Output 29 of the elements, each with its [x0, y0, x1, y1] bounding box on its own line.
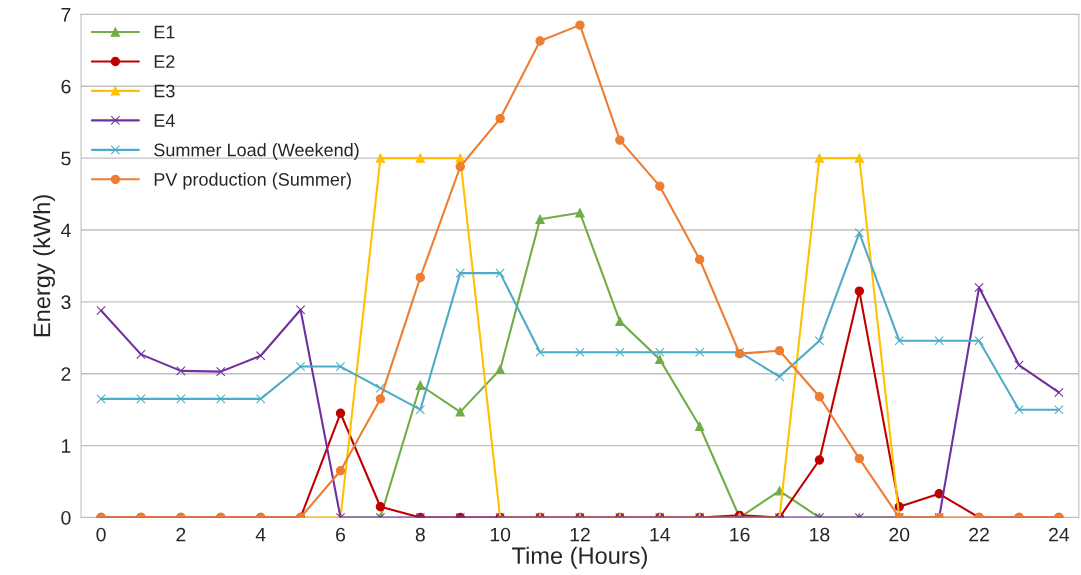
y-tick-label: 3: [61, 295, 71, 310]
x-tick-label: 6: [336, 527, 346, 542]
x-tick-label: 18: [810, 527, 830, 542]
y-tick-label: 5: [61, 151, 71, 166]
legend-label: PV production (Summer): [154, 172, 351, 190]
y-tick-label: 0: [61, 510, 71, 525]
x-tick-label: 20: [889, 527, 910, 542]
legend-label: E1: [154, 25, 175, 39]
y-axis-title: Energy (kWh): [32, 195, 55, 337]
legend-label: Summer Load (Weekend): [154, 143, 359, 160]
y-tick-label: 7: [61, 8, 71, 22]
x-tick-label: 0: [96, 527, 106, 542]
y-tick-label: 4: [60, 223, 71, 238]
x-axis-title: Time (Hours): [512, 546, 647, 569]
x-tick-label: 10: [490, 527, 511, 542]
y-tick-label: 2: [61, 367, 71, 381]
y-tick-label: 6: [61, 79, 71, 94]
legend-label: E2: [154, 55, 175, 68]
legend-label: E3: [154, 84, 175, 98]
x-tick-label: 24: [1049, 527, 1070, 542]
x-tick-label: 22: [969, 527, 989, 542]
x-tick-label: 8: [415, 527, 425, 542]
x-tick-label: 16: [730, 527, 750, 542]
x-tick-label: 4: [255, 527, 266, 542]
x-tick-label: 14: [650, 527, 671, 542]
x-tick-label: 12: [570, 527, 590, 542]
y-tick-label: 1: [62, 439, 71, 453]
x-tick-label: 2: [176, 527, 186, 542]
legend-label: E4: [154, 114, 175, 127]
